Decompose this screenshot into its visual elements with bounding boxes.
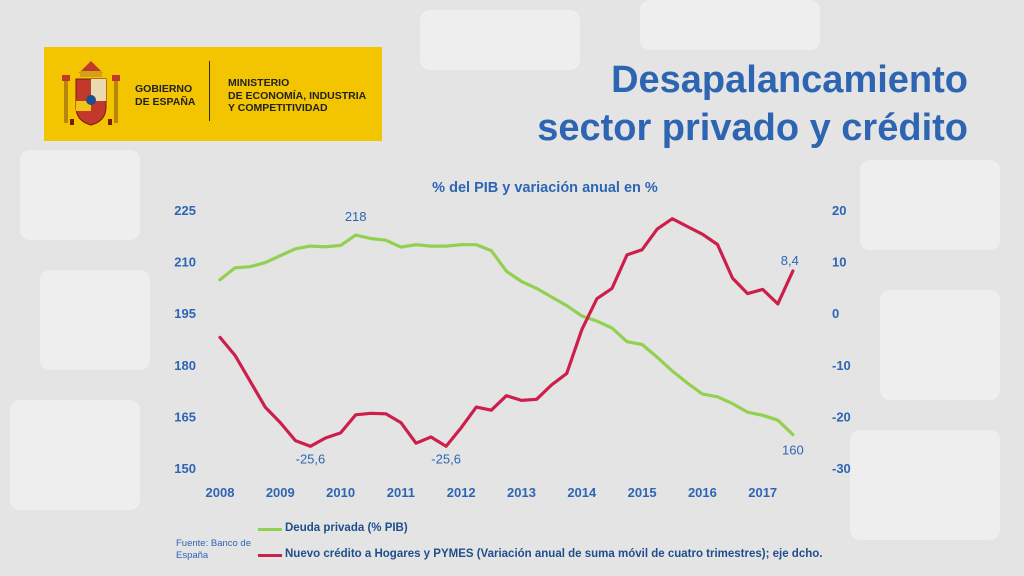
- y-right-tick-label: 10: [832, 255, 846, 270]
- slide-title-line2: sector privado y crédito: [537, 107, 968, 149]
- x-tick-label: 2008: [206, 485, 235, 500]
- slide-title: Desapalancamiento sector privado y crédi…: [448, 56, 968, 152]
- slide-title-line1: Desapalancamiento: [611, 59, 968, 101]
- data-label: 160: [782, 443, 804, 458]
- x-tick-label: 2013: [507, 485, 536, 500]
- logo-gobierno-text: GOBIERNO DE ESPAÑA: [135, 83, 196, 108]
- source-note: Fuente: Banco de España: [176, 538, 251, 561]
- legend-label-credito: Nuevo crédito a Hogares y PYMES (Variaci…: [285, 548, 823, 560]
- series-line-credito: [218, 217, 795, 448]
- x-tick-label: 2015: [628, 485, 657, 500]
- legend-label-deuda: Deuda privada (% PIB): [285, 522, 408, 534]
- x-tick-label: 2011: [387, 485, 415, 500]
- y-right-tick-label: -30: [832, 461, 851, 476]
- x-tick-label: 2014: [567, 485, 597, 500]
- logo-ministerio-text: MINISTERIO DE ECONOMÍA, INDUSTRIA Y COMP…: [228, 77, 367, 114]
- data-label: 8,4: [781, 253, 799, 268]
- chart-title: % del PIB y variación anual en %: [432, 180, 658, 196]
- y-left-tick-label: 180: [174, 358, 196, 373]
- y-left-tick-label: 225: [174, 203, 196, 218]
- x-tick-label: 2012: [447, 485, 476, 500]
- legend-swatch-credito: [258, 554, 282, 557]
- y-left-tick-label: 150: [174, 461, 196, 476]
- x-tick-label: 2017: [748, 485, 777, 500]
- y-right-tick-label: 20: [832, 203, 846, 218]
- x-tick-label: 2009: [266, 485, 295, 500]
- y-right-tick-label: 0: [832, 306, 839, 321]
- series-line-deuda: [218, 233, 795, 437]
- logo-divider: [209, 61, 210, 121]
- data-label: -25,6: [296, 451, 326, 466]
- x-tick-label: 2010: [326, 485, 355, 500]
- government-logo: GOBIERNO DE ESPAÑA MINISTERIO DE ECONOMÍ…: [44, 47, 382, 141]
- data-label: -25,6: [431, 451, 461, 466]
- y-right-tick-label: -10: [832, 358, 851, 373]
- coat-of-arms-icon: [62, 61, 120, 126]
- y-right-tick-label: -20: [832, 409, 851, 424]
- y-left-tick-label: 210: [174, 255, 196, 270]
- y-left-tick-label: 165: [174, 409, 196, 424]
- legend-swatch-deuda: [258, 528, 282, 531]
- x-tick-label: 2016: [688, 485, 717, 500]
- y-left-tick-label: 195: [174, 306, 196, 321]
- data-label: 218: [345, 209, 367, 224]
